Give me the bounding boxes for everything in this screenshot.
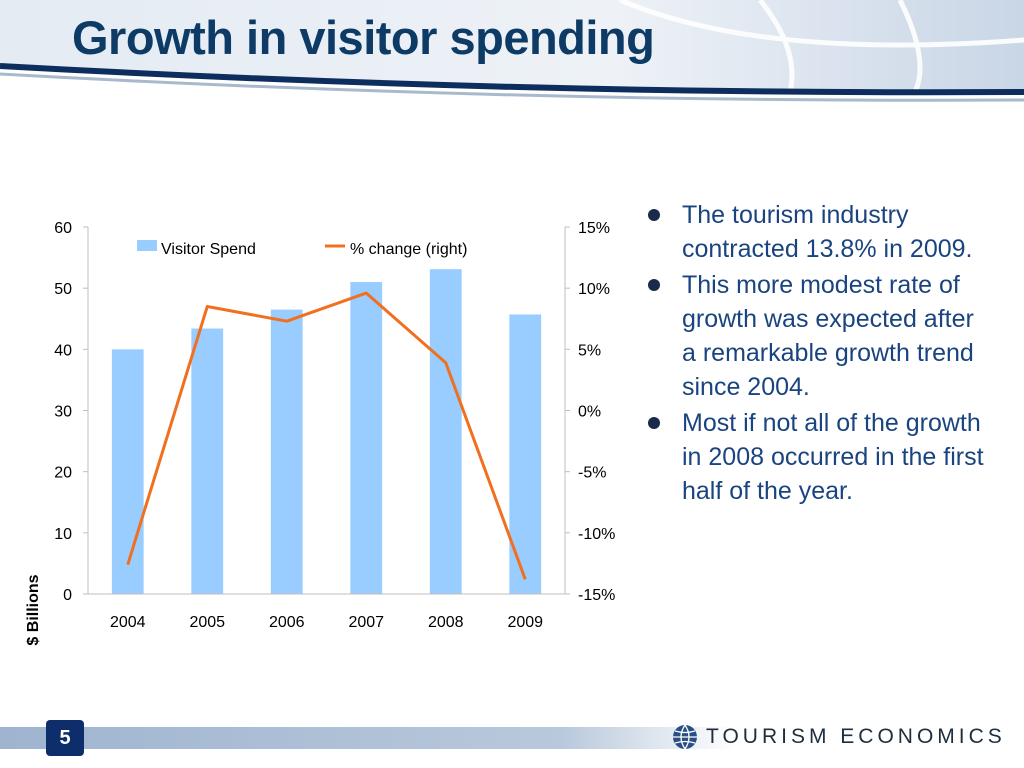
pct-change-line (126, 291, 527, 580)
logo-text: TOURISM ECONOMICS (706, 725, 1006, 748)
bullet-dot-icon (648, 279, 660, 291)
bullet-text: The tourism industry contracted 13.8% in… (682, 201, 973, 263)
legend-swatch-visitor-spend (137, 240, 157, 251)
bullet-item: Most if not all of the growth in 2008 oc… (642, 406, 992, 508)
bar-2004 (111, 349, 144, 594)
company-logo: TOURISM ECONOMICS (672, 722, 1006, 752)
x-tick-label: 2005 (189, 614, 225, 631)
x-tick-label: 2009 (507, 614, 543, 631)
y-tick-label: 50 (54, 281, 72, 298)
globe-icon (673, 724, 697, 750)
y2-tick-label: 5% (578, 342, 601, 359)
x-tick-label: 2006 (269, 614, 305, 631)
chart: 0 10 20 30 40 50 60 -15% -10% -5% 0% 5% 10% 15% 2004… (25, 220, 615, 646)
y2-tick-label: -15% (578, 587, 615, 604)
y2-tick-label: 15% (578, 220, 610, 237)
y2-tick-label: 10% (578, 281, 610, 298)
legend: Visitor Spend % change (right) (137, 240, 467, 258)
bullet-dot-icon (648, 209, 660, 221)
bar-2007 (350, 282, 383, 594)
bar-2006 (270, 309, 303, 594)
y-tick-label: 0 (63, 587, 72, 604)
header-band (0, 0, 1024, 102)
bullet-dot-icon (648, 417, 660, 429)
bullet-text: Most if not all of the growth in 2008 oc… (682, 409, 984, 505)
y-tick-label: 60 (54, 220, 72, 237)
bullet-text: This more modest rate of growth was expe… (682, 271, 974, 401)
y2-tick-label: -5% (578, 465, 606, 482)
footer-bar (0, 727, 1024, 749)
page-number: 5 (46, 720, 84, 756)
y-axis-label: $ Billions (25, 574, 42, 645)
x-tick-label: 2004 (110, 614, 146, 631)
bar-2005 (191, 328, 224, 594)
y-tick-label: 20 (54, 465, 72, 482)
bullet-list: The tourism industry contracted 13.8% in… (642, 198, 992, 510)
y-tick-label: 30 (54, 404, 72, 421)
x-tick-label: 2007 (348, 614, 384, 631)
legend-label-pct-change: % change (right) (350, 241, 467, 258)
slide-title: Growth in visitor spending (72, 11, 655, 64)
y-tick-label: 10 (54, 526, 72, 543)
y2-tick-label: -10% (578, 526, 615, 543)
bullet-item: This more modest rate of growth was expe… (642, 268, 992, 404)
y2-tick-label: 0% (578, 404, 601, 421)
bullet-item: The tourism industry contracted 13.8% in… (642, 198, 992, 266)
legend-label-visitor-spend: Visitor Spend (161, 241, 256, 258)
bar-2008 (429, 269, 462, 594)
x-tick-label: 2008 (428, 614, 464, 631)
y-tick-label: 40 (54, 342, 72, 359)
